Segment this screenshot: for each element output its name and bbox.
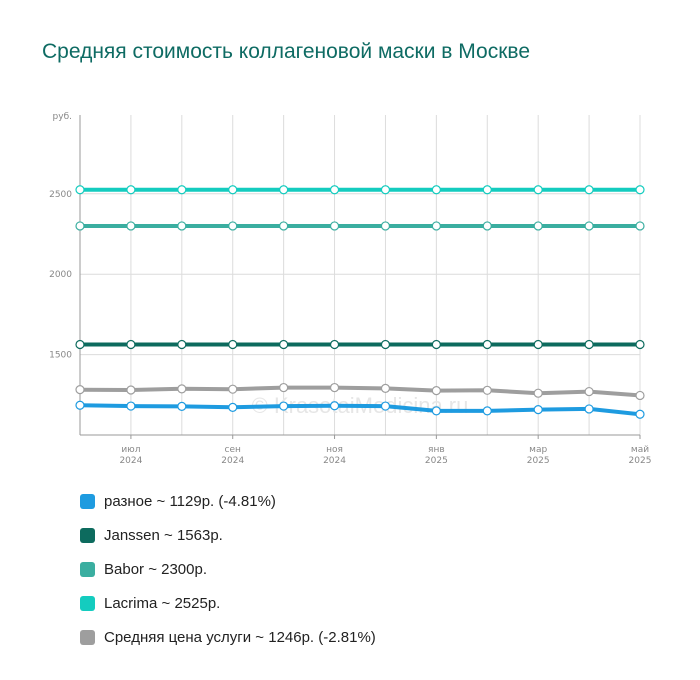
legend-item[interactable]: Babor ~ 2300р.: [80, 552, 376, 586]
x-tick-label-year: 2024: [221, 456, 244, 466]
data-point: [584, 221, 594, 231]
data-point: [431, 386, 441, 396]
line-chart: 150020002500руб.июл2024сен2024ноя2024янв…: [49, 112, 652, 466]
data-point: [126, 185, 136, 195]
data-point: [635, 339, 645, 350]
x-tick-label-month: сен: [225, 445, 241, 455]
data-point: [635, 390, 645, 401]
data-point: [228, 185, 238, 195]
data-point: [177, 221, 187, 231]
x-tick-label-month: июл: [121, 445, 140, 455]
data-point: [126, 221, 136, 231]
data-point: [228, 384, 238, 394]
x-tick-label-month: ноя: [326, 445, 343, 455]
data-point: [228, 221, 238, 231]
data-point: [533, 404, 543, 415]
data-point: [584, 185, 594, 195]
data-point: [75, 400, 85, 410]
data-point: [126, 339, 136, 350]
legend-swatch: [80, 629, 95, 645]
legend-item[interactable]: Средняя цена услуги ~ 1246р. (-2.81%): [80, 620, 376, 654]
data-point: [279, 382, 289, 393]
chart-title: Средняя стоимость коллагеновой маски в М…: [42, 40, 530, 63]
chart-legend: разное ~ 1129р. (-4.81%) Janssen ~ 1563р.…: [80, 484, 376, 654]
data-point: [482, 221, 492, 231]
data-point: [482, 385, 492, 395]
legend-swatch: [80, 493, 95, 509]
y-tick-label: 2000: [49, 270, 72, 280]
data-point: [177, 339, 187, 350]
data-point: [329, 401, 340, 411]
data-point: [431, 221, 441, 231]
x-tick-label-year: 2025: [527, 456, 550, 466]
legend-label: разное ~ 1129р. (-4.81%): [104, 492, 276, 510]
data-point: [533, 221, 543, 231]
data-point: [177, 384, 187, 394]
data-point: [482, 185, 492, 195]
data-point: [380, 339, 391, 350]
data-point: [329, 382, 340, 393]
data-point: [482, 339, 492, 350]
data-point: [279, 185, 289, 195]
y-tick-label: 2500: [49, 190, 72, 200]
data-point: [75, 221, 85, 231]
data-point: [431, 406, 441, 416]
data-point: [635, 185, 645, 195]
data-point: [533, 339, 543, 350]
legend-label: Средняя цена услуги ~ 1246р. (-2.81%): [104, 628, 376, 646]
y-tick-label: 1500: [49, 351, 72, 361]
legend-label: Janssen ~ 1563р.: [104, 526, 223, 544]
data-point: [380, 185, 391, 195]
legend-item[interactable]: Lacrima ~ 2525р.: [80, 586, 376, 620]
x-tick-label-year: 2025: [425, 456, 448, 466]
data-point: [482, 406, 492, 416]
y-unit-label: руб.: [53, 112, 72, 122]
data-point: [75, 339, 85, 350]
series-line: [78, 385, 642, 398]
data-point: [329, 185, 340, 195]
data-point: [431, 339, 441, 350]
x-tick-label-year: 2024: [119, 456, 142, 466]
data-point: [228, 339, 238, 350]
x-tick-label-year: 2025: [629, 456, 652, 466]
legend-label: Babor ~ 2300р.: [104, 560, 208, 578]
data-point: [431, 185, 441, 195]
x-tick-label-month: янв: [428, 445, 445, 455]
data-point: [533, 185, 543, 195]
data-point: [584, 386, 594, 397]
data-point: [75, 385, 85, 395]
data-point: [329, 221, 340, 231]
data-point: [380, 221, 391, 231]
data-point: [584, 404, 594, 414]
legend-swatch: [80, 527, 95, 543]
data-point: [635, 409, 645, 419]
series-line: [78, 403, 642, 417]
legend-swatch: [80, 561, 95, 577]
legend-item[interactable]: разное ~ 1129р. (-4.81%): [80, 484, 376, 518]
legend-swatch: [80, 595, 95, 611]
data-point: [126, 401, 136, 411]
legend-item[interactable]: Janssen ~ 1563р.: [80, 518, 376, 552]
data-point: [279, 401, 289, 411]
data-point: [177, 401, 187, 411]
x-tick-label-month: мар: [529, 445, 547, 455]
data-point: [380, 383, 391, 393]
data-point: [635, 221, 645, 231]
data-point: [279, 339, 289, 350]
x-tick-label-month: май: [631, 445, 649, 455]
data-point: [584, 339, 594, 350]
data-point: [329, 339, 340, 350]
data-point: [126, 385, 136, 395]
data-point: [279, 221, 289, 231]
data-point: [75, 185, 85, 195]
data-point: [228, 402, 238, 412]
data-point: [533, 388, 543, 398]
legend-label: Lacrima ~ 2525р.: [104, 594, 221, 612]
data-point: [177, 185, 187, 195]
data-point: [380, 401, 391, 411]
x-tick-label-year: 2024: [323, 456, 346, 466]
